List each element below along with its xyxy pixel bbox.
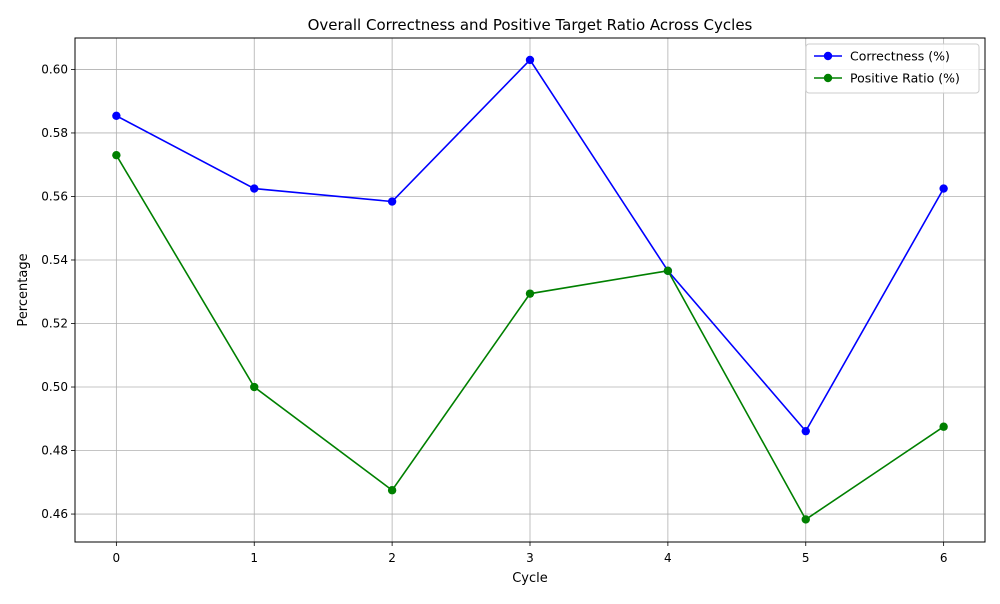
data-point <box>525 55 535 65</box>
legend-box <box>805 43 980 94</box>
y-axis-ticks: 0.46 0.48 0.50 0.52 0.54 0.56 0.58 0.60 <box>41 62 75 521</box>
legend-label: Positive Ratio (%) <box>850 71 960 86</box>
y-tick-label: 0.52 <box>41 317 68 331</box>
x-tick-label: 6 <box>940 551 948 565</box>
data-point <box>525 289 535 298</box>
data-point <box>801 515 810 524</box>
x-tick-label: 1 <box>250 551 258 565</box>
series-layer <box>112 55 948 524</box>
legend: Correctness (%) Positive Ratio (%) <box>805 43 980 94</box>
x-axis-ticks: 0 1 2 3 4 5 6 <box>113 542 948 565</box>
y-tick-label: 0.60 <box>41 62 68 76</box>
data-point <box>801 426 810 436</box>
data-point <box>250 184 259 193</box>
x-tick-label: 3 <box>526 551 534 565</box>
y-tick-label: 0.48 <box>41 444 68 458</box>
data-point <box>663 266 673 275</box>
data-point <box>112 150 121 160</box>
y-tick-label: 0.50 <box>41 380 68 394</box>
y-tick-label: 0.46 <box>41 507 68 521</box>
legend-label: Correctness (%) <box>850 49 950 64</box>
data-point <box>387 197 397 206</box>
x-tick-label: 2 <box>388 551 396 565</box>
data-point <box>250 382 259 392</box>
legend-marker <box>823 51 833 61</box>
data-point <box>939 184 948 193</box>
grid <box>75 38 985 542</box>
chart-title: Overall Correctness and Positive Target … <box>308 16 753 34</box>
y-tick-label: 0.56 <box>41 189 68 203</box>
legend-item-1: Positive Ratio (%) <box>814 71 960 86</box>
y-axis-label: Percentage <box>16 253 31 326</box>
x-tick-label: 5 <box>802 551 810 565</box>
data-point <box>112 111 121 121</box>
data-point <box>387 486 397 495</box>
y-tick-label: 0.58 <box>41 126 68 140</box>
x-tick-label: 0 <box>113 551 121 565</box>
x-axis-label: Cycle <box>512 571 548 586</box>
legend-item-0: Correctness (%) <box>814 49 950 64</box>
legend-marker <box>823 73 833 83</box>
x-tick-label: 4 <box>664 551 672 565</box>
data-point <box>939 422 948 431</box>
y-tick-label: 0.54 <box>41 253 68 267</box>
series-1 <box>112 150 948 524</box>
